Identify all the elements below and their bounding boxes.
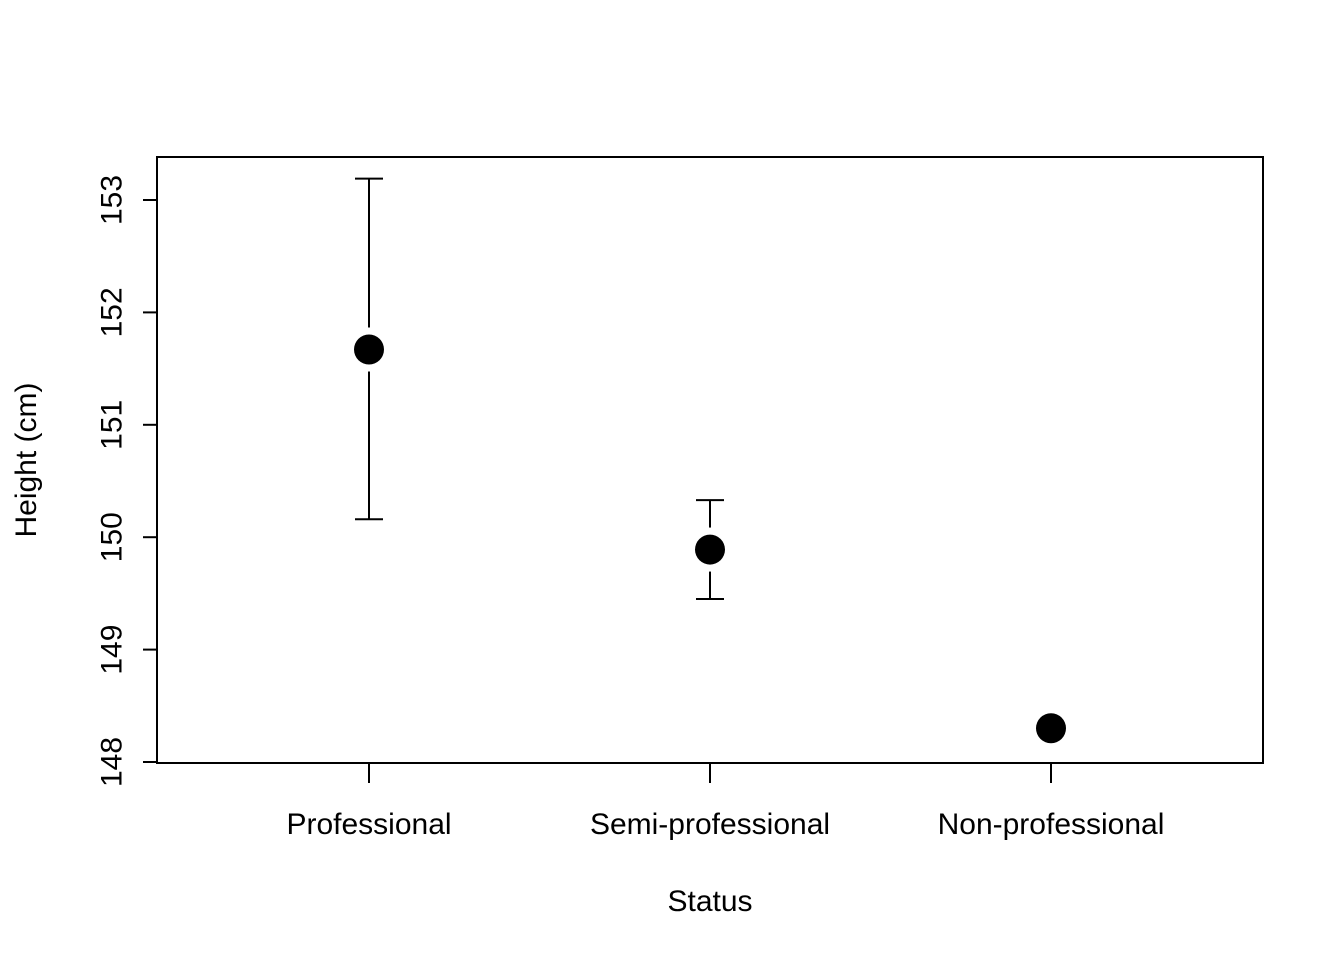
x-tick-label: Non-professional [938, 808, 1165, 841]
data-point [695, 534, 725, 565]
error-bar [696, 499, 724, 601]
y-tick-label: 152 [96, 287, 129, 337]
data-marks [354, 177, 1066, 744]
y-tick-label: 151 [96, 400, 129, 450]
y-tick-label: 150 [96, 512, 129, 562]
y-axis-label: Height (cm) [10, 382, 43, 537]
data-point [1036, 713, 1066, 744]
x-axis: Professional Semi-professional Non-profess… [286, 763, 1164, 841]
y-tick-label: 153 [96, 175, 129, 225]
y-tick-label: 149 [96, 625, 129, 675]
x-axis-label: Status [667, 885, 752, 918]
plot-frame [156, 156, 1264, 764]
y-axis: 148 149 150 151 152 153 [96, 175, 158, 787]
data-point [354, 334, 384, 365]
y-tick-label: 148 [96, 737, 129, 787]
error-bar [355, 177, 383, 521]
x-tick-label: Semi-professional [590, 808, 830, 841]
x-tick-label: Professional [286, 808, 451, 841]
